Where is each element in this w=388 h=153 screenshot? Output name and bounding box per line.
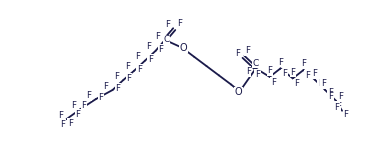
Text: F: F bbox=[246, 67, 251, 76]
Text: F: F bbox=[290, 68, 295, 77]
Text: F: F bbox=[312, 69, 317, 78]
Text: O: O bbox=[234, 87, 242, 97]
Text: F: F bbox=[103, 82, 108, 91]
Text: F: F bbox=[125, 62, 130, 71]
Text: F: F bbox=[334, 103, 339, 112]
Text: F: F bbox=[294, 79, 299, 88]
Text: F: F bbox=[328, 88, 333, 97]
Text: F: F bbox=[75, 110, 80, 119]
Text: F: F bbox=[68, 119, 73, 128]
Text: F: F bbox=[255, 70, 260, 79]
Text: F: F bbox=[267, 66, 272, 75]
Text: C: C bbox=[163, 35, 170, 44]
Text: F: F bbox=[146, 42, 151, 51]
Text: F: F bbox=[116, 84, 121, 93]
Text: F: F bbox=[126, 74, 131, 83]
Text: F: F bbox=[114, 72, 119, 81]
Text: C: C bbox=[253, 58, 259, 67]
Text: F: F bbox=[328, 92, 333, 101]
Text: F: F bbox=[99, 93, 104, 102]
Text: F: F bbox=[271, 78, 276, 87]
Text: F: F bbox=[321, 79, 326, 88]
Text: F: F bbox=[58, 111, 63, 120]
Text: F: F bbox=[301, 59, 306, 68]
Text: O: O bbox=[180, 43, 187, 53]
Text: F: F bbox=[282, 69, 287, 78]
Text: F: F bbox=[137, 65, 142, 74]
Text: F: F bbox=[166, 20, 171, 29]
Text: F: F bbox=[245, 46, 250, 55]
Text: F: F bbox=[318, 79, 323, 88]
Text: F: F bbox=[336, 102, 341, 111]
Text: F: F bbox=[305, 71, 310, 80]
Text: F: F bbox=[71, 101, 76, 110]
Text: F: F bbox=[177, 19, 182, 28]
Text: F: F bbox=[135, 52, 140, 61]
Text: F: F bbox=[235, 49, 240, 58]
Text: F: F bbox=[343, 110, 348, 119]
Text: F: F bbox=[86, 91, 91, 100]
Text: F: F bbox=[159, 45, 164, 54]
Text: F: F bbox=[278, 58, 283, 67]
Text: F: F bbox=[81, 101, 87, 110]
Text: F: F bbox=[60, 120, 65, 129]
Text: F: F bbox=[338, 92, 343, 101]
Text: F: F bbox=[155, 32, 160, 41]
Text: F: F bbox=[148, 55, 153, 64]
